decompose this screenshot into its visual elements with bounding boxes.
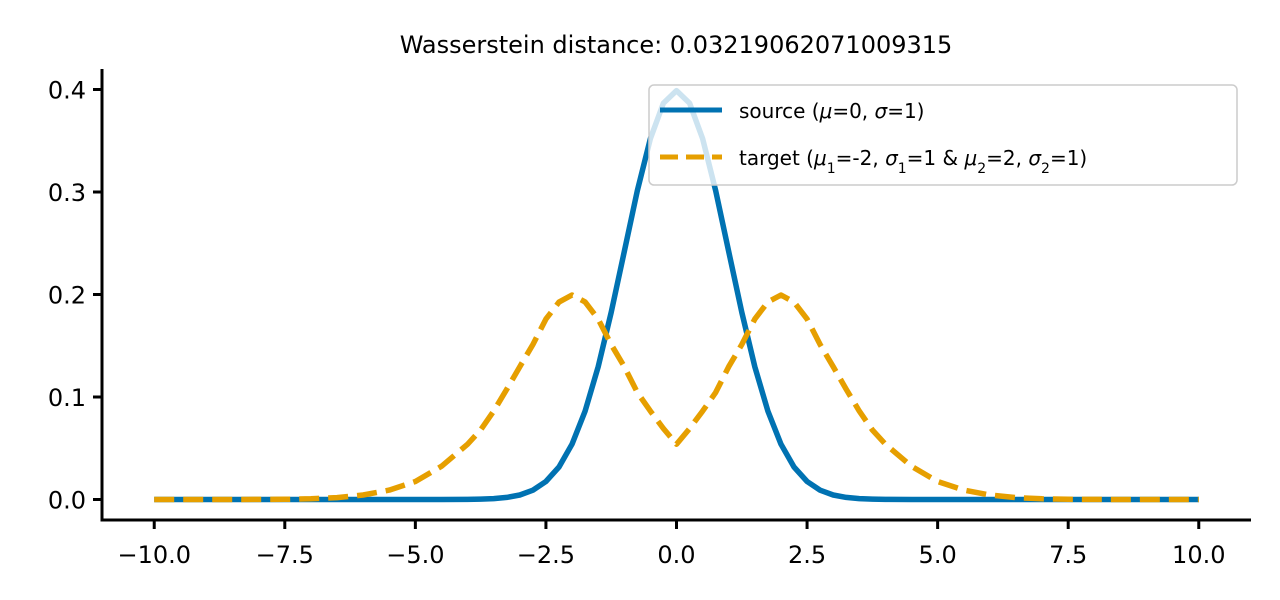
x-tick-label: 5.0: [919, 541, 957, 569]
target-series-line: [154, 292, 1199, 503]
legend-target-label: target (μ1=-2, σ1=1 & μ2=2, σ2=1): [739, 146, 1087, 177]
legend: source (μ=0, σ=1) target (μ1=-2, σ1=1 & …: [648, 84, 1238, 186]
x-tick-label: −10.0: [117, 541, 191, 569]
x-tick-label: 7.5: [1049, 541, 1087, 569]
y-tick-label: 0.1: [48, 384, 86, 412]
chart-title: Wasserstein distance: 0.0321906207100931…: [400, 31, 953, 59]
y-ticks: 0.0 0.1 0.2 0.3 0.4: [48, 77, 102, 515]
legend-source-label: source (μ=0, σ=1): [739, 99, 925, 123]
x-tick-label: −7.5: [256, 541, 314, 569]
x-tick-label: 0.0: [657, 541, 695, 569]
x-ticks: −10.0 −7.5 −5.0 −2.5 0.0 2.5 5.0 7.5 10.0: [117, 520, 1225, 569]
y-tick-label: 0.0: [48, 487, 86, 515]
y-tick-label: 0.3: [48, 179, 86, 207]
y-tick-label: 0.4: [48, 77, 86, 105]
legend-box: [648, 84, 1238, 186]
x-tick-label: −5.0: [386, 541, 444, 569]
x-tick-label: 2.5: [788, 541, 826, 569]
x-tick-label: −2.5: [517, 541, 575, 569]
x-tick-label: 10.0: [1172, 541, 1225, 569]
y-tick-label: 0.2: [48, 282, 86, 310]
